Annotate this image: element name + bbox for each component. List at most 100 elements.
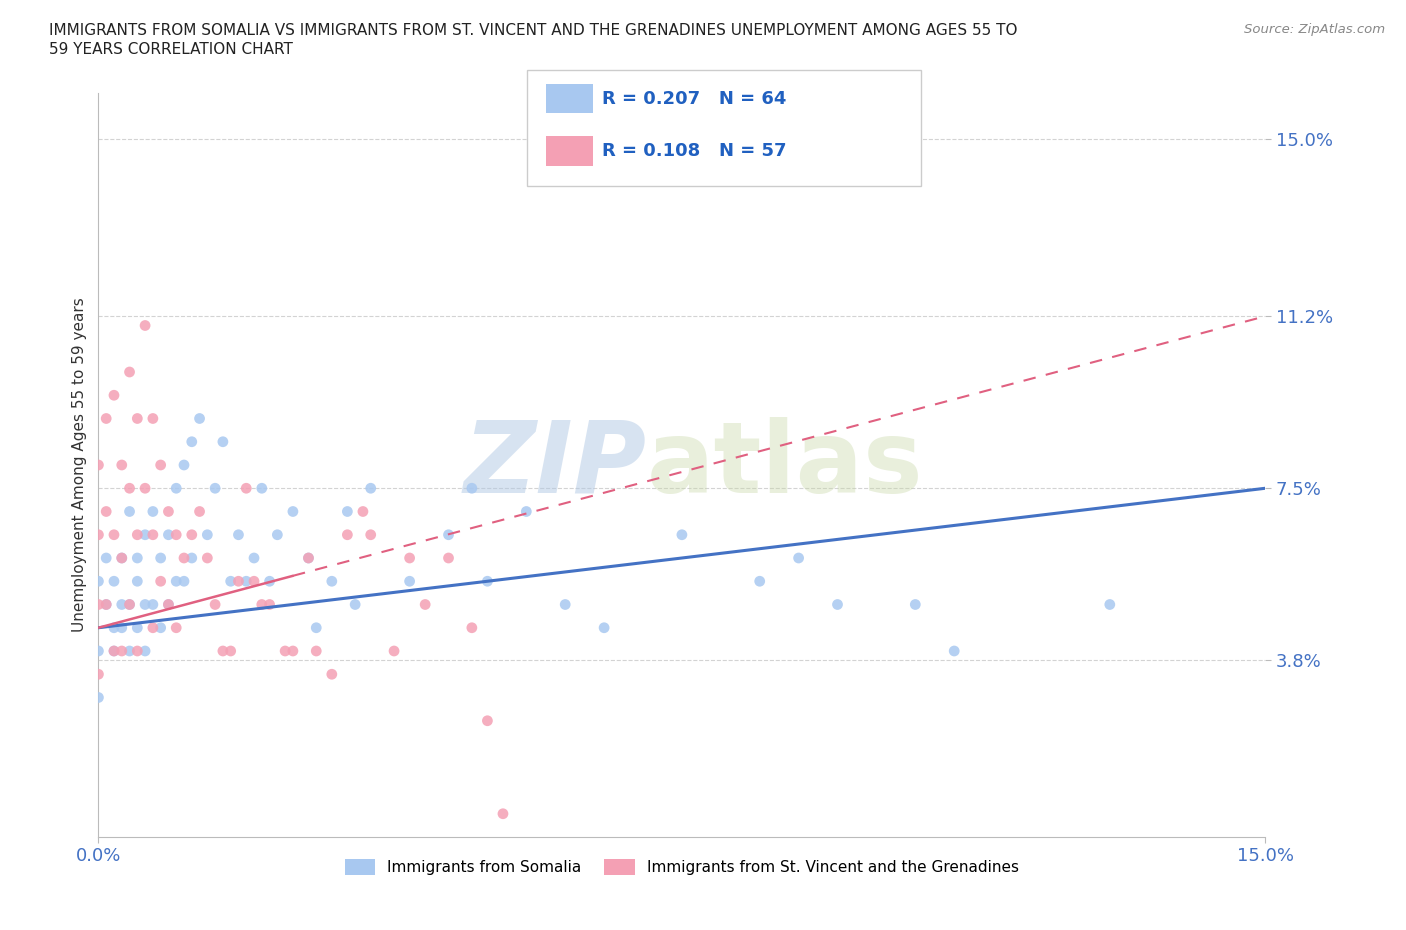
Point: [748, 574, 770, 589]
Point: [149, 620, 172, 635]
Point: [111, 644, 134, 658]
Point: [111, 597, 134, 612]
Point: [87, 574, 110, 589]
Text: R = 0.207   N = 64: R = 0.207 N = 64: [602, 89, 786, 108]
Point: [305, 620, 328, 635]
Point: [671, 527, 693, 542]
Point: [165, 527, 187, 542]
Point: [305, 644, 328, 658]
Text: ZIP: ZIP: [464, 417, 647, 513]
Point: [134, 318, 156, 333]
Point: [157, 504, 180, 519]
Point: [250, 597, 273, 612]
Point: [904, 597, 927, 612]
Point: [212, 434, 235, 449]
Point: [149, 551, 172, 565]
Point: [134, 597, 156, 612]
Y-axis label: Unemployment Among Ages 55 to 59 years: Unemployment Among Ages 55 to 59 years: [72, 298, 87, 632]
Point: [127, 620, 149, 635]
Point: [180, 551, 202, 565]
Point: [111, 458, 134, 472]
Point: [259, 574, 281, 589]
Point: [437, 527, 460, 542]
Point: [554, 597, 576, 612]
Point: [195, 551, 218, 565]
Point: [103, 574, 125, 589]
Point: [173, 458, 195, 472]
Point: [228, 574, 250, 589]
Point: [250, 481, 273, 496]
Point: [297, 551, 319, 565]
Point: [127, 527, 149, 542]
Point: [118, 644, 141, 658]
Point: [157, 597, 180, 612]
Point: [360, 527, 382, 542]
Point: [1098, 597, 1121, 612]
Point: [352, 504, 374, 519]
Point: [413, 597, 436, 612]
Point: [219, 574, 242, 589]
Point: [787, 551, 810, 565]
Point: [127, 411, 149, 426]
Point: [142, 597, 165, 612]
Point: [321, 667, 343, 682]
Text: R = 0.108   N = 57: R = 0.108 N = 57: [602, 141, 786, 160]
Point: [149, 574, 172, 589]
Point: [321, 574, 343, 589]
Point: [195, 527, 218, 542]
Point: [111, 551, 134, 565]
Point: [87, 667, 110, 682]
Point: [180, 434, 202, 449]
Point: [281, 504, 304, 519]
Point: [96, 551, 118, 565]
Point: [336, 504, 359, 519]
Point: [165, 481, 187, 496]
Point: [398, 574, 420, 589]
Point: [593, 620, 616, 635]
Point: [274, 644, 297, 658]
Point: [103, 527, 125, 542]
Text: IMMIGRANTS FROM SOMALIA VS IMMIGRANTS FROM ST. VINCENT AND THE GRENADINES UNEMPL: IMMIGRANTS FROM SOMALIA VS IMMIGRANTS FR…: [49, 23, 1018, 38]
Legend: Immigrants from Somalia, Immigrants from St. Vincent and the Grenadines: Immigrants from Somalia, Immigrants from…: [339, 853, 1025, 882]
Point: [118, 365, 141, 379]
Point: [111, 551, 134, 565]
Point: [127, 644, 149, 658]
Point: [477, 574, 499, 589]
Point: [118, 597, 141, 612]
Point: [134, 481, 156, 496]
Point: [461, 481, 484, 496]
Point: [173, 574, 195, 589]
Point: [204, 481, 226, 496]
Point: [96, 504, 118, 519]
Point: [103, 620, 125, 635]
Point: [103, 644, 125, 658]
Point: [212, 644, 235, 658]
Point: [134, 644, 156, 658]
Text: 59 YEARS CORRELATION CHART: 59 YEARS CORRELATION CHART: [49, 42, 292, 57]
Point: [243, 574, 266, 589]
Text: Source: ZipAtlas.com: Source: ZipAtlas.com: [1244, 23, 1385, 36]
Point: [173, 551, 195, 565]
Point: [204, 597, 226, 612]
Point: [943, 644, 966, 658]
Point: [118, 597, 141, 612]
Point: [297, 551, 319, 565]
Point: [382, 644, 405, 658]
Point: [188, 411, 211, 426]
Point: [827, 597, 849, 612]
Point: [360, 481, 382, 496]
Point: [243, 551, 266, 565]
Point: [127, 551, 149, 565]
Point: [165, 574, 187, 589]
Point: [96, 411, 118, 426]
Text: atlas: atlas: [647, 417, 924, 513]
Point: [266, 527, 288, 542]
Point: [157, 527, 180, 542]
Point: [87, 527, 110, 542]
Point: [165, 620, 187, 635]
Point: [461, 620, 484, 635]
Point: [235, 574, 257, 589]
Point: [111, 620, 134, 635]
Point: [87, 458, 110, 472]
Point: [149, 458, 172, 472]
